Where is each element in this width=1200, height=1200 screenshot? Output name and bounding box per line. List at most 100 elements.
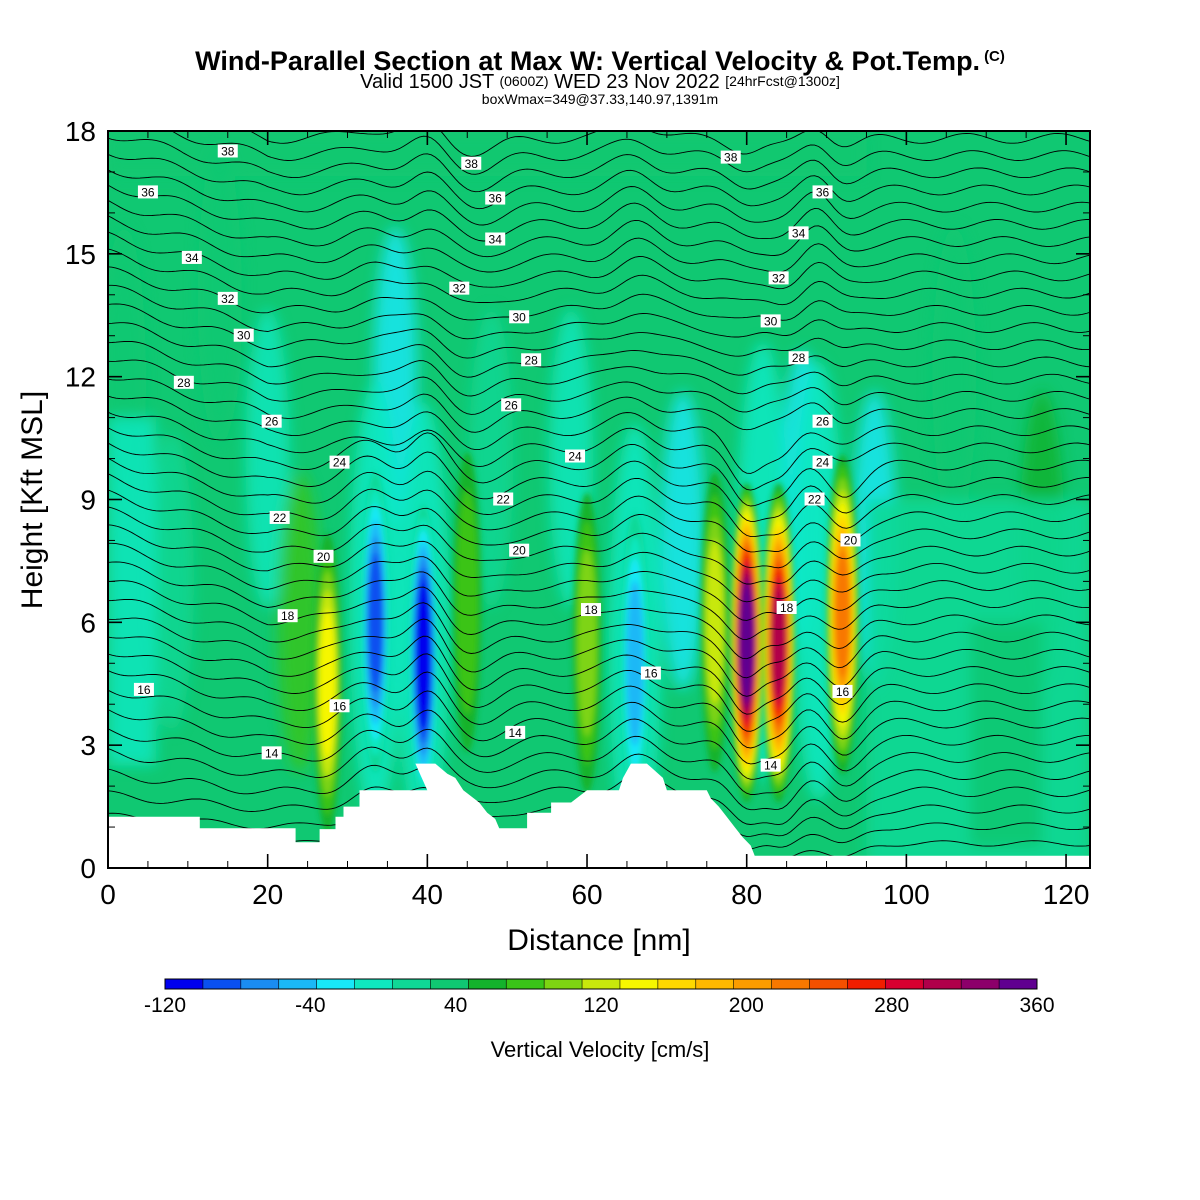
colorbar-swatch	[809, 979, 848, 989]
velocity-cell	[361, 472, 390, 773]
theta-label: 16	[832, 684, 853, 699]
colorbar: -120 -40 40 120 200 280 360	[144, 978, 1055, 1017]
theta-label: 24	[812, 455, 833, 470]
colorbar-swatch	[392, 979, 431, 989]
theta-contour-line	[108, 506, 1090, 585]
valid-time-utc: (0600Z)	[499, 73, 549, 89]
theta-contour-line	[108, 635, 1090, 715]
theta-label-text: 36	[816, 185, 830, 199]
colorbar-swatch	[430, 979, 469, 989]
x-tick-label: 20	[252, 879, 283, 910]
theta-label: 26	[501, 398, 522, 412]
theta-contour-line	[108, 489, 1090, 569]
colorbar-swatch	[923, 979, 962, 989]
theta-label: 14	[261, 746, 282, 760]
y-tick-label: 18	[65, 116, 96, 147]
theta-contour-line	[108, 561, 1090, 640]
theta-label-bg	[760, 758, 781, 772]
theta-label: 20	[313, 549, 334, 564]
theta-label: 18	[277, 609, 298, 623]
colorbar-label: 120	[583, 994, 618, 1017]
theta-label: 34	[788, 226, 809, 240]
theta-label: 38	[461, 156, 482, 171]
velocity-cell	[573, 492, 602, 793]
y-tick-label: 0	[80, 853, 96, 884]
theta-label-bg	[640, 666, 661, 680]
theta-contour-line	[108, 169, 1090, 226]
theta-label-text: 32	[221, 292, 235, 306]
theta-label-bg	[505, 725, 526, 739]
theta-label-bg	[329, 699, 350, 713]
theta-label-bg	[313, 549, 334, 563]
theta-label-text: 22	[273, 511, 287, 525]
theta-label: 14	[505, 725, 526, 740]
colorbar-label: 40	[444, 994, 467, 1017]
theta-label-text: 16	[836, 685, 850, 699]
theta-label-bg	[788, 226, 809, 240]
theta-label: 18	[776, 601, 797, 615]
theta-label-text: 30	[764, 314, 778, 328]
theta-contour-line	[108, 689, 1090, 765]
theta-label-text: 26	[504, 398, 518, 412]
theta-contour-line	[108, 284, 1090, 340]
theta-label: 36	[812, 185, 833, 199]
theta-label-bg	[449, 281, 470, 295]
theta-label-text: 28	[524, 353, 538, 367]
theta-label-bg	[812, 455, 833, 469]
colorbar-label: -40	[295, 994, 325, 1017]
field-band	[277, 472, 322, 773]
theta-contour-line	[108, 746, 1090, 811]
x-axis-title: Distance [nm]	[507, 924, 690, 957]
colorbar-swatch	[468, 979, 507, 989]
theta-label-text: 26	[816, 415, 830, 429]
theta-label-bg	[840, 533, 861, 547]
theta-label-bg	[133, 682, 154, 696]
theta-contour-line	[108, 670, 1090, 749]
field-band	[660, 390, 705, 691]
x-tick-label: 40	[412, 879, 443, 910]
theta-label-bg	[217, 291, 238, 305]
theta-label: 20	[509, 543, 530, 558]
box-info: boxWmax=349@37.33,140.97,1391m	[481, 91, 719, 107]
theta-contour-line	[108, 340, 1090, 397]
chart-subtitle: Valid 1500 JST (0600Z) WED 23 Nov 2022 […	[0, 71, 1200, 92]
colorbar-swatch	[506, 979, 545, 989]
velocity-cell-level	[577, 549, 597, 737]
chart-title: Wind-Parallel Section at Max W: Vertical…	[0, 40, 1200, 78]
theta-label-bg	[501, 398, 522, 412]
theta-contour-line	[108, 215, 1090, 273]
colorbar-title: Vertical Velocity [cm/s]	[491, 1037, 710, 1062]
theta-label: 26	[261, 414, 282, 429]
theta-contour-line	[108, 457, 1090, 538]
field-region	[108, 417, 156, 766]
theta-label-text: 36	[489, 192, 503, 206]
theta-label: 34	[485, 232, 506, 247]
theta-label-text: 16	[137, 683, 151, 697]
colorbar-swatch	[733, 979, 773, 989]
theta-label-text: 22	[808, 493, 822, 507]
theta-label-text: 30	[237, 329, 251, 343]
theta-label: 22	[269, 510, 290, 525]
velocity-cell-level	[834, 550, 851, 679]
theta-label-text: 16	[333, 699, 347, 713]
theta-label-text: 38	[221, 144, 235, 158]
theta-contour-line	[108, 653, 1090, 732]
theta-label: 16	[329, 699, 350, 713]
theta-label-bg	[509, 543, 530, 557]
theta-label-text: 34	[185, 251, 199, 265]
y-axis-title: Height [Kft MSL]	[16, 391, 49, 609]
copyright-mark: (C)	[984, 48, 1005, 65]
theta-label-bg	[217, 144, 238, 158]
colorbar-swatch	[240, 979, 280, 989]
theta-label: 36	[485, 191, 506, 206]
theta-label-bg	[233, 328, 254, 342]
colorbar-swatch	[544, 979, 583, 989]
velocity-cell	[762, 482, 795, 803]
theta-label-bg	[137, 185, 158, 199]
colorbar-swatch	[316, 979, 356, 989]
colorbar-swatch	[847, 979, 886, 989]
theta-label-bg	[261, 414, 282, 428]
theta-label: 36	[137, 185, 158, 199]
colorbar-swatch	[999, 979, 1038, 989]
